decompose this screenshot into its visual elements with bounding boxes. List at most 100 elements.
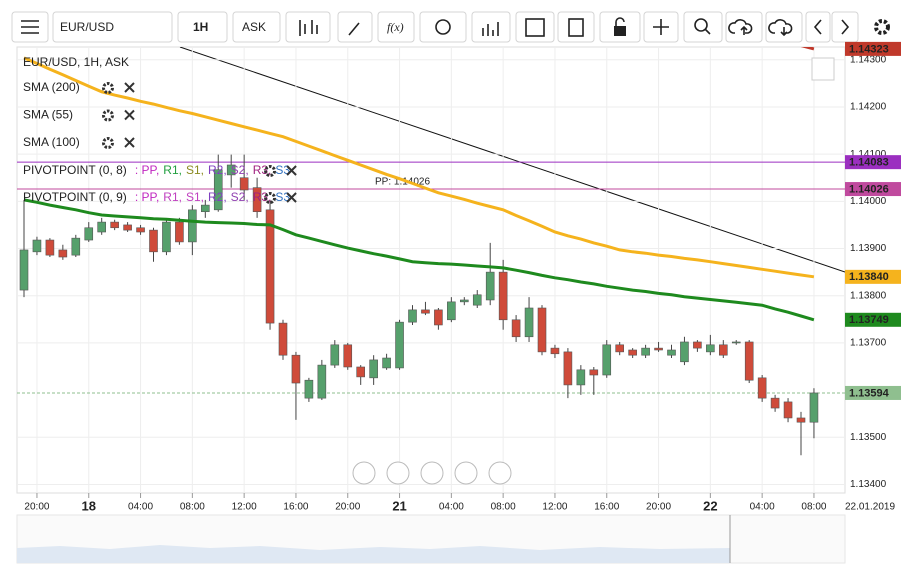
pivot-component: S2, <box>231 190 249 204</box>
crosshair-icon <box>653 19 669 35</box>
y-tick-label: 1.14100 <box>850 149 887 160</box>
document-button[interactable] <box>557 11 595 43</box>
remove-icon[interactable] <box>124 109 135 121</box>
remove-icon[interactable] <box>286 192 297 203</box>
y-tick-label: 1.13400 <box>850 479 887 490</box>
candle-body <box>524 307 534 338</box>
price-label-box <box>845 312 901 327</box>
candle-body <box>472 294 482 306</box>
pivot-component: : PP, <box>135 190 159 204</box>
x-tick-label: 16:00 <box>594 502 619 513</box>
remove-icon[interactable] <box>124 137 135 148</box>
sma-line <box>23 56 815 279</box>
settings-icon[interactable] <box>102 82 114 94</box>
settings-icon[interactable] <box>102 109 114 122</box>
next-button[interactable] <box>831 11 859 43</box>
x-tick-label: 12:00 <box>232 502 257 513</box>
sma-line <box>23 198 815 322</box>
pivot-component: S1, <box>186 163 204 177</box>
sma-line <box>800 47 815 51</box>
pivot-component: R1, <box>163 163 182 177</box>
settings-icon[interactable] <box>264 165 277 177</box>
x-tick-label: 16:00 <box>283 502 308 513</box>
level-note: PP: 1.14026 <box>375 177 430 188</box>
zoom-out-button[interactable] <box>386 461 410 485</box>
price-label: 1.13749 <box>849 314 889 326</box>
candle-body <box>602 344 612 376</box>
info-button[interactable] <box>419 11 467 43</box>
price-type-button[interactable] <box>232 11 281 43</box>
cloud-up-icon <box>728 19 753 35</box>
legend-entry: SMA (200) <box>23 80 80 94</box>
popout-button[interactable] <box>811 57 835 81</box>
interval-button[interactable] <box>177 11 228 43</box>
candle-body <box>162 221 171 253</box>
symbol-input[interactable] <box>52 11 173 43</box>
plot-area: PP: 1.14026 <box>17 47 845 493</box>
candle-body <box>84 227 94 241</box>
remove-icon[interactable] <box>286 165 297 176</box>
legend: EUR/USD, 1H, ASK SMA (200) SMA (55) SMA (10… <box>23 55 297 204</box>
y-tick-label: 1.13800 <box>850 290 887 301</box>
candle-body <box>680 341 689 363</box>
lock-icon <box>614 26 626 36</box>
candle-body <box>32 239 42 253</box>
candle-body <box>459 299 469 303</box>
pivot-component: R2, <box>208 163 227 177</box>
prev-icon <box>813 19 822 35</box>
candle-body <box>213 169 223 211</box>
prev-button[interactable] <box>805 11 831 43</box>
document-icon <box>568 18 584 37</box>
y-tick-label: 1.14000 <box>850 196 887 207</box>
settings-icon[interactable] <box>264 192 277 204</box>
candle-body <box>58 249 68 258</box>
indicators-button[interactable] <box>471 11 511 43</box>
navigator-area <box>17 545 730 563</box>
bars-icon <box>482 22 499 36</box>
next-icon <box>841 19 850 35</box>
x-tick-label: 04:00 <box>128 502 153 513</box>
symbol-title: EUR/USD, 1H, ASK <box>23 55 129 69</box>
calendar-button[interactable] <box>515 11 555 43</box>
calendar-icon <box>525 18 545 37</box>
candle-body <box>278 322 288 356</box>
candle-body <box>317 364 327 399</box>
y-tick-label: 1.13900 <box>850 243 887 254</box>
price-label-box <box>845 182 901 197</box>
x-tick-label: 21 <box>392 498 406 513</box>
settings-icon[interactable] <box>874 19 890 35</box>
pivot-component: : PP, <box>135 163 159 177</box>
candle-body <box>615 344 625 353</box>
candle-body <box>718 344 728 356</box>
candle-body <box>356 366 366 378</box>
candle-body <box>175 221 184 243</box>
candle-body <box>796 417 806 423</box>
x-tick-label: 22 <box>703 498 717 513</box>
zoom-in-button[interactable] <box>454 461 478 485</box>
chart-type-button[interactable] <box>285 11 331 43</box>
x-tick-label: 20:00 <box>335 502 360 513</box>
function-button[interactable] <box>377 11 415 43</box>
x-tick-label: 04:00 <box>750 502 775 513</box>
settings-icon[interactable] <box>102 137 114 149</box>
candle-body <box>770 397 780 409</box>
reset-button[interactable] <box>420 461 444 485</box>
price-label: 1.13840 <box>849 271 889 283</box>
remove-icon[interactable] <box>124 82 135 93</box>
zoom-button[interactable] <box>683 11 723 43</box>
candle-body <box>783 401 793 419</box>
candle-body <box>706 344 715 353</box>
price-label-box <box>845 269 901 284</box>
candle-body <box>563 351 573 386</box>
zoom-handle <box>704 28 711 35</box>
scroll-left-button[interactable] <box>352 461 376 485</box>
price-label-box <box>845 385 901 400</box>
y-tick-label: 1.14200 <box>850 102 887 113</box>
scroll-right-button[interactable] <box>488 461 512 485</box>
candle-body <box>757 377 767 399</box>
candle-body <box>330 344 340 366</box>
menu-icon <box>21 20 39 34</box>
candle-body <box>369 359 378 379</box>
